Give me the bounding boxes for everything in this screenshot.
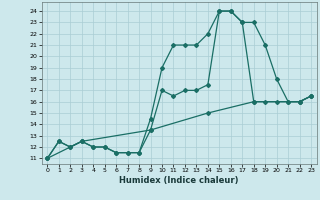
X-axis label: Humidex (Indice chaleur): Humidex (Indice chaleur)	[119, 176, 239, 185]
